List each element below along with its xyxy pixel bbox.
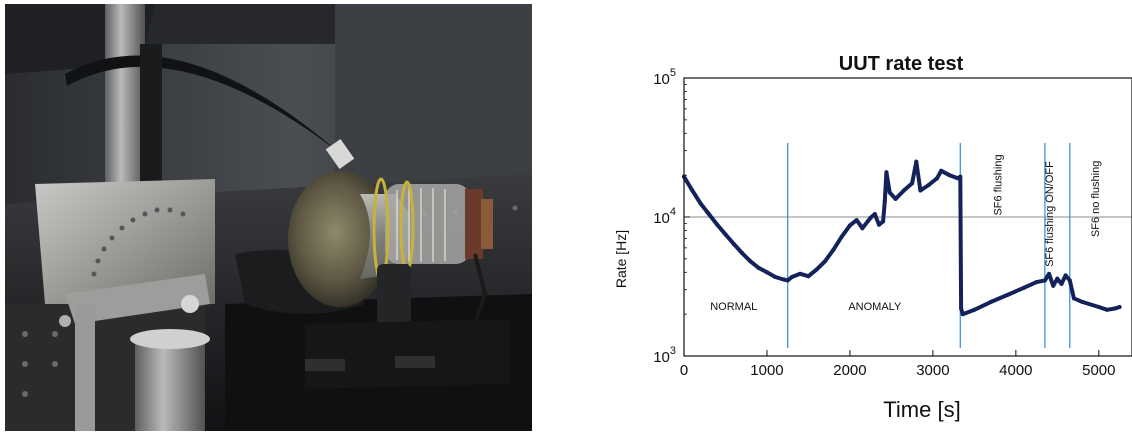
data-point <box>860 226 865 231</box>
phase-annotation: ANOMALY <box>848 301 902 313</box>
data-point <box>1063 273 1068 278</box>
data-point <box>960 312 965 317</box>
data-point <box>947 173 952 178</box>
y-axis-title: Rate [Hz] <box>613 230 629 288</box>
rate-test-chart: UUT rate test Rate [Hz] Time [s] NORMAL A… <box>613 53 1132 422</box>
data-point <box>773 275 778 280</box>
chart-title: UUT rate test <box>839 53 964 75</box>
data-point <box>1022 285 1027 290</box>
phase-annotation: SF6 no flushing <box>1090 161 1102 237</box>
data-point <box>1051 283 1056 288</box>
data-point <box>1047 271 1052 276</box>
data-point <box>901 188 906 193</box>
data-point <box>798 271 803 276</box>
x-tick-label: 2000 <box>833 362 866 379</box>
photomultiplier-test-setup-photo <box>5 4 532 431</box>
data-point <box>831 247 836 252</box>
data-point <box>1105 307 1110 312</box>
data-point <box>914 159 919 164</box>
data-point <box>876 222 881 227</box>
data-point <box>935 176 940 181</box>
data-point <box>740 251 745 256</box>
data-point <box>1067 278 1072 283</box>
data-point <box>868 215 873 220</box>
data-point <box>1071 296 1076 301</box>
data-point <box>814 267 819 272</box>
data-point <box>1080 299 1085 304</box>
data-point <box>910 181 915 186</box>
y-tick-label: 104 <box>653 206 676 227</box>
data-point <box>926 182 931 187</box>
x-tick-label: 1000 <box>750 362 783 379</box>
data-point <box>988 299 993 304</box>
data-point <box>706 212 711 217</box>
phase-annotation: SF6 flushing ON/OFF <box>1044 161 1056 267</box>
data-point <box>785 278 790 283</box>
data-point <box>715 222 720 227</box>
annotation-layer: NORMAL ANOMALY SF6 flushing SF6 flushing ON… <box>710 154 1102 312</box>
y-tick-label: 105 <box>653 67 676 88</box>
data-point <box>806 274 811 279</box>
data-point <box>959 306 964 311</box>
y-tick-label: 103 <box>653 345 676 366</box>
data-point <box>756 265 761 270</box>
x-tick-label: 0 <box>680 362 688 379</box>
data-point <box>1096 305 1101 310</box>
phase-boundary-layer <box>787 143 1071 348</box>
data-point <box>958 174 963 179</box>
data-point <box>884 170 889 175</box>
data-point <box>731 241 736 246</box>
data-point <box>698 201 703 206</box>
data-point <box>748 259 753 264</box>
data-point <box>781 277 786 282</box>
x-tick-label: 3000 <box>916 362 949 379</box>
phase-annotation: SF6 flushing <box>993 154 1005 215</box>
data-point <box>1117 305 1122 310</box>
data-point <box>823 259 828 264</box>
data-point <box>939 168 944 173</box>
data-point <box>847 223 852 228</box>
data-point <box>1005 292 1010 297</box>
data-point <box>1055 276 1060 281</box>
data-point <box>1034 280 1039 285</box>
data-point <box>918 188 923 193</box>
data-point <box>887 190 892 195</box>
data-point <box>854 218 859 223</box>
data-point <box>839 234 844 239</box>
x-tick-label: 5000 <box>1082 362 1115 379</box>
data-point <box>881 219 886 224</box>
data-point <box>789 275 794 280</box>
data-point <box>1042 278 1047 283</box>
tick-layer: 0 1000 2000 3000 4000 5000 103 104 105 <box>653 67 1115 379</box>
x-axis-title: Time [s] <box>883 397 960 422</box>
phase-annotation: NORMAL <box>710 301 757 313</box>
data-point <box>1113 306 1118 311</box>
data-point <box>1059 281 1064 286</box>
data-point <box>972 307 977 312</box>
data-point <box>882 199 887 204</box>
data-point <box>690 188 695 193</box>
data-point <box>723 232 728 237</box>
data-point <box>893 196 898 201</box>
x-tick-label: 4000 <box>999 362 1032 379</box>
data-layer <box>682 159 1122 317</box>
data-point <box>872 212 877 217</box>
data-point <box>764 270 769 275</box>
